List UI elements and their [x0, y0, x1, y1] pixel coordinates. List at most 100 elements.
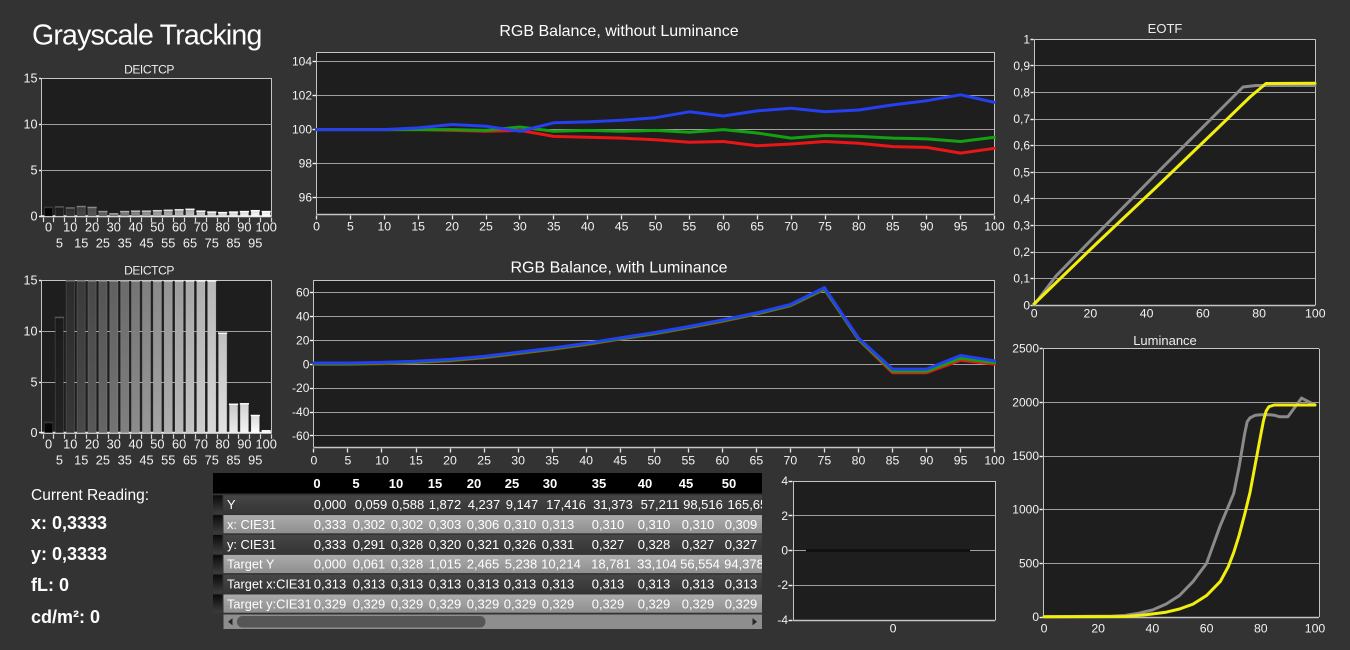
svg-text:40: 40: [296, 310, 310, 324]
svg-text:10: 10: [375, 454, 389, 468]
svg-text:0,331: 0,331: [542, 537, 575, 552]
svg-text:0,588: 0,588: [392, 497, 425, 512]
svg-text:5: 5: [344, 454, 351, 468]
svg-text:98,516: 98,516: [683, 497, 723, 512]
svg-text:2500: 2500: [1012, 342, 1039, 356]
svg-text:0,5: 0,5: [1013, 165, 1030, 179]
svg-text:5: 5: [30, 375, 37, 389]
svg-text:45: 45: [613, 454, 627, 468]
svg-text:1500: 1500: [1012, 449, 1039, 463]
svg-text:0,329: 0,329: [314, 596, 347, 611]
svg-text:-20: -20: [292, 381, 310, 395]
svg-text:20: 20: [445, 220, 459, 234]
svg-text:1000: 1000: [1012, 503, 1039, 517]
svg-text:0,310: 0,310: [504, 517, 537, 532]
svg-text:90: 90: [920, 454, 934, 468]
svg-text:0,313: 0,313: [542, 517, 575, 532]
svg-text:fL: 0: fL: 0: [31, 575, 69, 595]
svg-text:40: 40: [1140, 307, 1154, 321]
svg-text:50: 50: [722, 476, 736, 491]
svg-text:0,329: 0,329: [504, 596, 537, 611]
svg-text:RGB Balance, without Luminance: RGB Balance, without Luminance: [499, 23, 738, 40]
svg-text:0,313: 0,313: [391, 577, 424, 592]
svg-text:Y: Y: [227, 497, 236, 512]
svg-text:10: 10: [23, 325, 37, 339]
svg-text:96: 96: [299, 191, 313, 205]
svg-text:10: 10: [389, 476, 403, 491]
svg-text:60: 60: [715, 454, 729, 468]
svg-text:60: 60: [172, 437, 186, 452]
svg-text:0: 0: [1041, 622, 1048, 636]
svg-text:80: 80: [215, 437, 229, 452]
svg-text:45: 45: [679, 476, 693, 491]
svg-text:85: 85: [226, 236, 240, 251]
svg-text:0,327: 0,327: [592, 537, 625, 552]
svg-text:20: 20: [467, 476, 481, 491]
svg-text:5: 5: [56, 236, 63, 251]
svg-text:x: CIE31: x: CIE31: [227, 517, 276, 532]
svg-text:40: 40: [638, 476, 652, 491]
svg-text:94,378: 94,378: [724, 557, 764, 572]
svg-text:Luminance: Luminance: [1133, 333, 1197, 348]
svg-text:0: 0: [890, 622, 897, 636]
svg-text:0,313: 0,313: [504, 577, 537, 592]
svg-text:5,238: 5,238: [505, 557, 538, 572]
svg-text:40: 40: [579, 454, 593, 468]
svg-text:25: 25: [479, 220, 493, 234]
svg-text:40: 40: [1146, 622, 1160, 636]
svg-text:100: 100: [1305, 622, 1326, 636]
svg-text:DEICTCP: DEICTCP: [124, 63, 174, 77]
svg-text:0: 0: [310, 454, 317, 468]
svg-text:9,147: 9,147: [506, 497, 539, 512]
svg-text:10: 10: [63, 220, 77, 235]
svg-text:60: 60: [1196, 307, 1210, 321]
svg-text:0,333: 0,333: [314, 537, 347, 552]
svg-text:20: 20: [296, 333, 310, 347]
svg-text:2: 2: [781, 509, 788, 523]
svg-text:0,329: 0,329: [592, 596, 625, 611]
svg-text:0: 0: [313, 220, 320, 234]
svg-text:80: 80: [852, 220, 866, 234]
svg-text:85: 85: [886, 454, 900, 468]
svg-text:4: 4: [781, 474, 788, 488]
svg-text:Target Y: Target Y: [227, 557, 275, 572]
svg-text:20: 20: [85, 437, 99, 452]
svg-text:95: 95: [954, 454, 968, 468]
svg-text:0: 0: [45, 437, 52, 452]
svg-text:0,4: 0,4: [1013, 192, 1030, 206]
svg-text:0,302: 0,302: [353, 517, 386, 532]
svg-text:15: 15: [409, 454, 423, 468]
svg-text:90: 90: [237, 437, 251, 452]
svg-text:65: 65: [750, 454, 764, 468]
svg-text:0,329: 0,329: [391, 596, 424, 611]
svg-text:0,313: 0,313: [725, 577, 758, 592]
svg-text:50: 50: [150, 437, 164, 452]
svg-text:55: 55: [161, 236, 175, 251]
svg-text:100: 100: [256, 220, 277, 235]
svg-text:0,303: 0,303: [429, 517, 462, 532]
svg-text:0,6: 0,6: [1013, 139, 1030, 153]
svg-text:-4: -4: [777, 613, 788, 627]
svg-text:Grayscale Tracking: Grayscale Tracking: [32, 20, 262, 52]
svg-text:0,310: 0,310: [638, 517, 671, 532]
svg-text:0,302: 0,302: [391, 517, 424, 532]
svg-text:80: 80: [215, 220, 229, 235]
svg-text:50: 50: [647, 454, 661, 468]
svg-text:80: 80: [1254, 622, 1268, 636]
svg-text:10: 10: [377, 220, 391, 234]
svg-text:25: 25: [96, 236, 110, 251]
svg-text:0,309: 0,309: [725, 517, 758, 532]
svg-text:56,554: 56,554: [680, 557, 720, 572]
svg-text:0,313: 0,313: [467, 577, 500, 592]
svg-text:1,015: 1,015: [429, 557, 462, 572]
svg-text:0,310: 0,310: [682, 517, 715, 532]
svg-text:y: 0,3333: y: 0,3333: [31, 544, 107, 564]
svg-text:0,9: 0,9: [1013, 59, 1030, 73]
svg-text:90: 90: [920, 220, 934, 234]
svg-text:0,8: 0,8: [1013, 86, 1030, 100]
svg-text:95: 95: [248, 236, 262, 251]
svg-text:0,326: 0,326: [504, 537, 537, 552]
svg-text:40: 40: [581, 220, 595, 234]
svg-text:70: 70: [194, 220, 208, 235]
svg-text:85: 85: [886, 220, 900, 234]
